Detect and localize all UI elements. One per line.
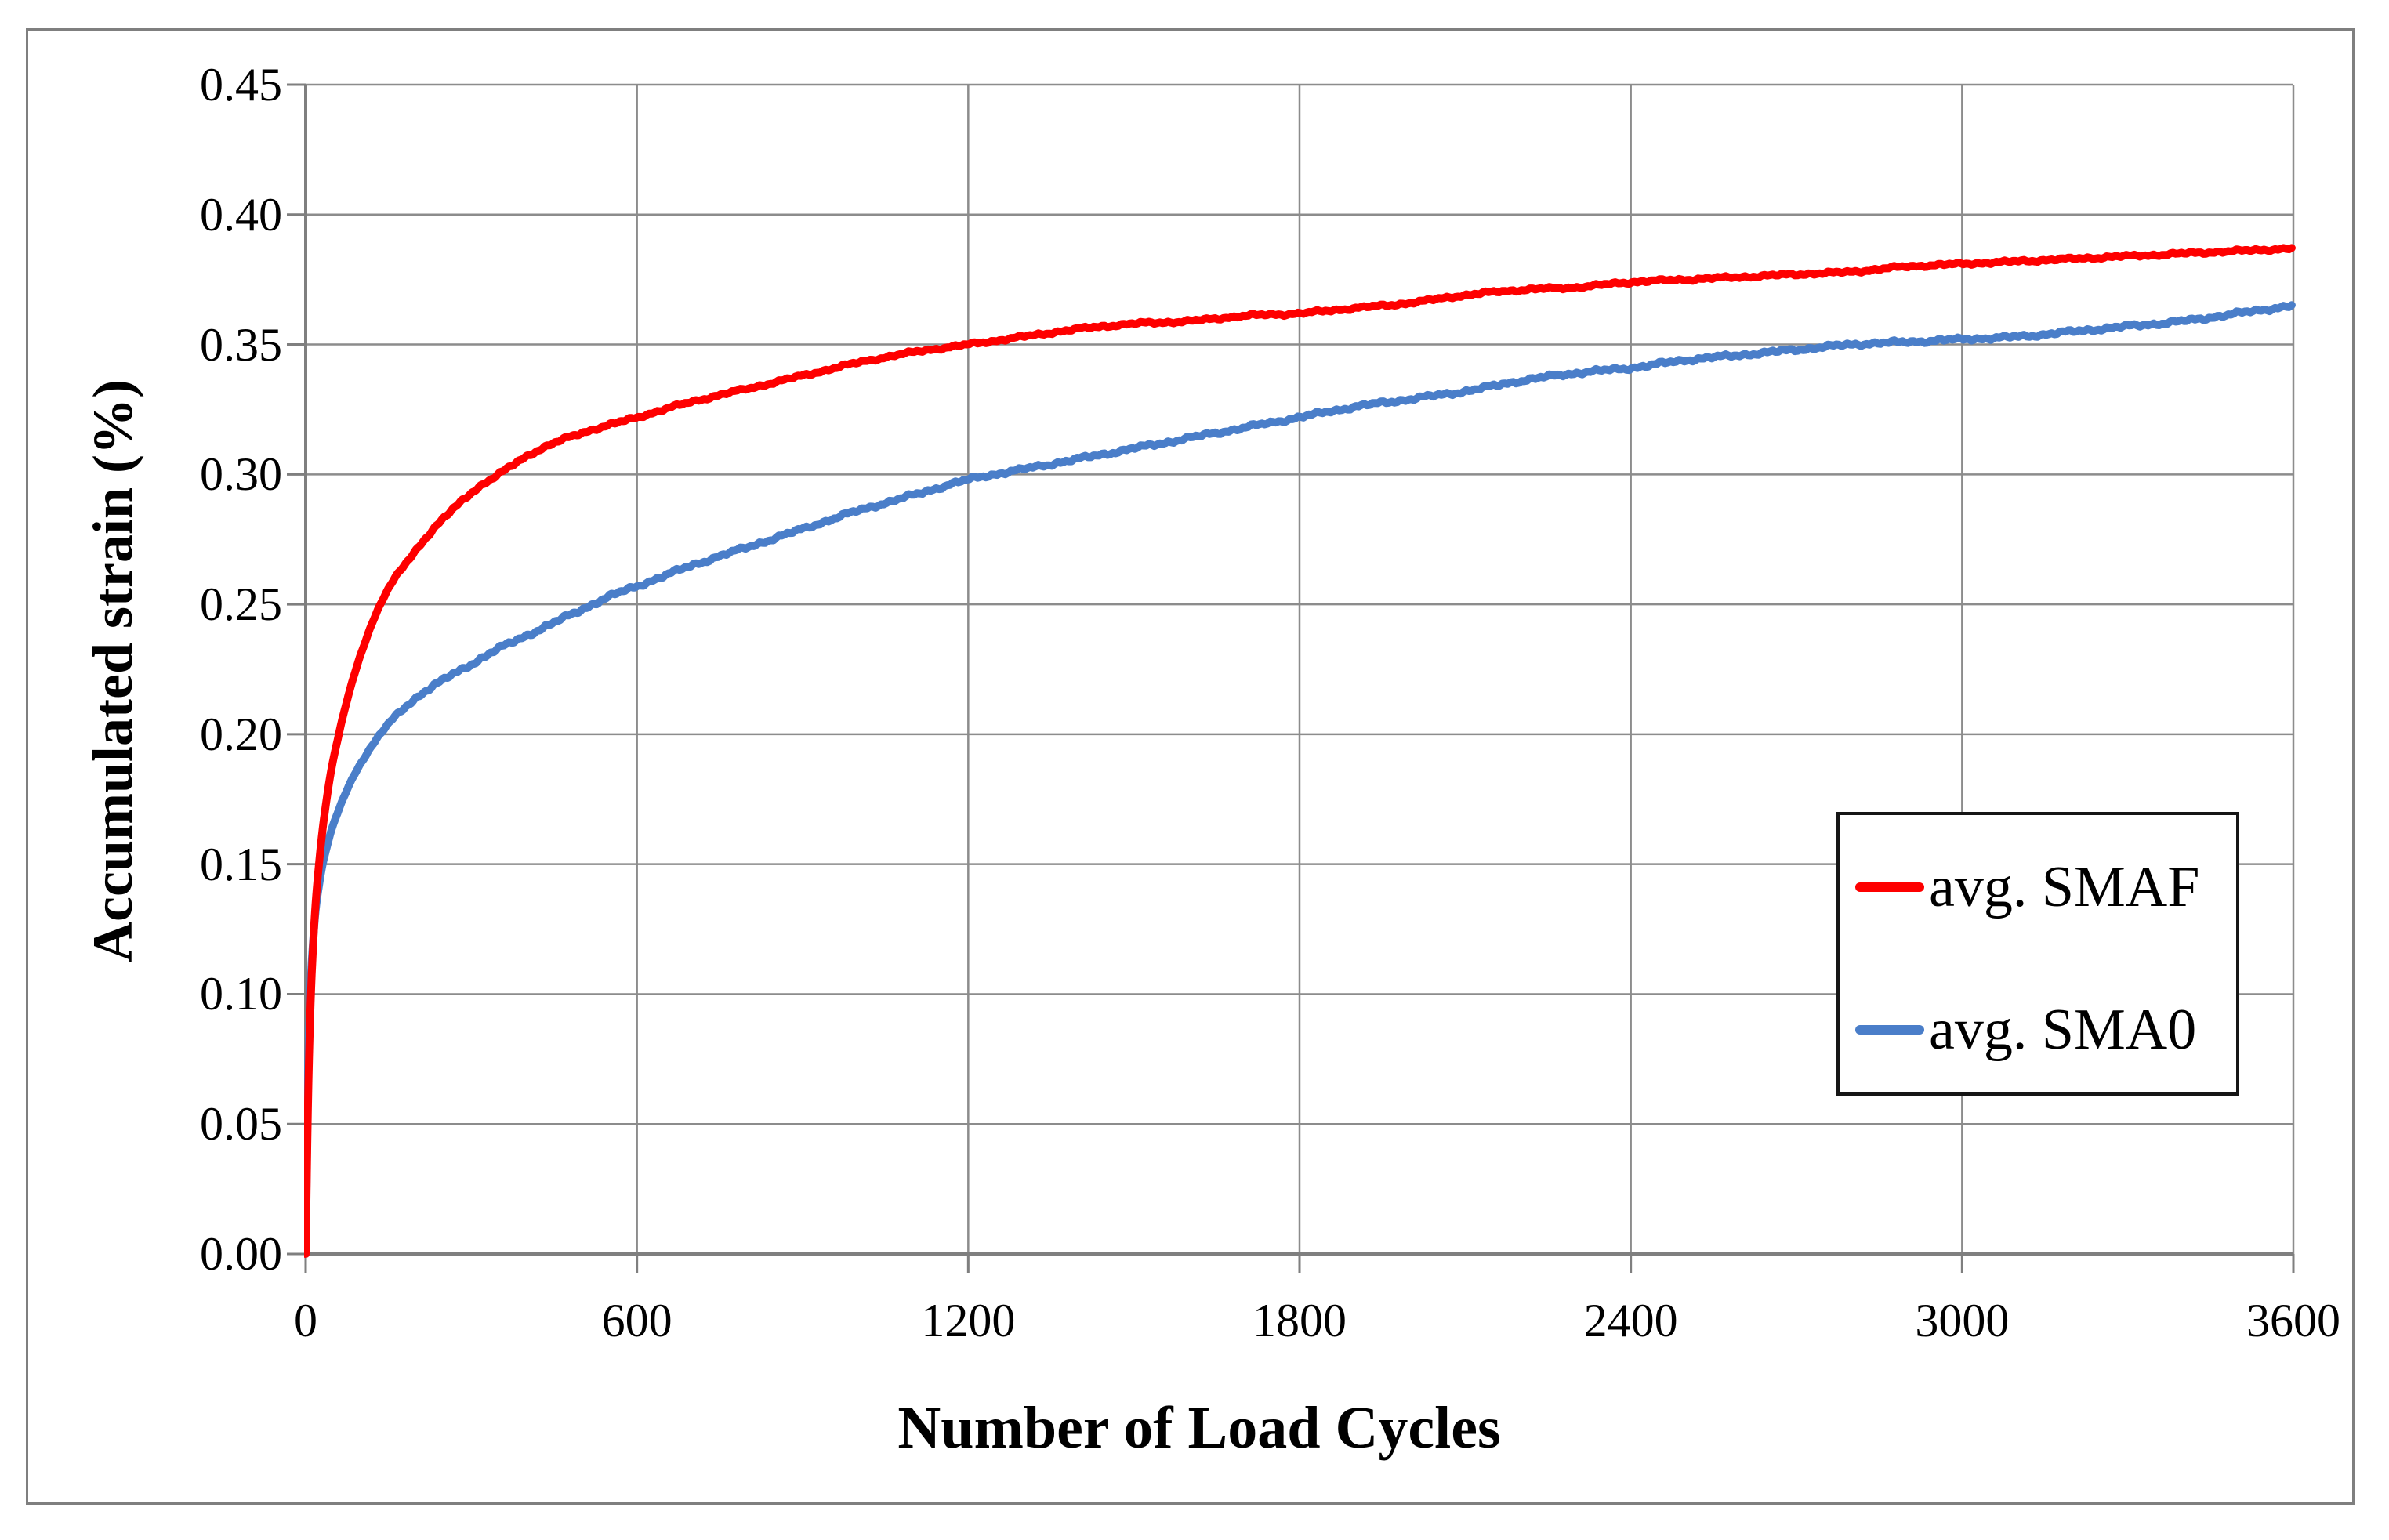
x-tick-label: 600 xyxy=(601,1295,672,1346)
axis-ticks xyxy=(287,83,2295,1273)
x-tick-label: 1200 xyxy=(921,1295,1016,1346)
series-line-avg-sma0 xyxy=(304,301,2296,1258)
x-axis-title: Number of Load Cycles xyxy=(897,1395,1501,1461)
legend-label-smaf: avg. SMAF xyxy=(1929,855,2200,919)
y-tick-label: 0.45 xyxy=(200,59,282,111)
legend-item-smaf: avg. SMAF xyxy=(1855,852,2199,922)
y-tick-label: 0.20 xyxy=(200,708,282,760)
legend-label-sma0: avg. SMA0 xyxy=(1929,998,2197,1062)
y-tick-label: 0.10 xyxy=(200,968,282,1020)
series-line-avg-smaf xyxy=(304,244,2296,1258)
y-tick-label: 0.05 xyxy=(200,1098,282,1150)
legend: avg. SMAF avg. SMA0 xyxy=(1836,812,2239,1096)
x-tick-label: 3000 xyxy=(1915,1295,2010,1346)
legend-item-sma0: avg. SMA0 xyxy=(1855,995,2196,1065)
sma0-line-swatch xyxy=(1855,1025,1924,1035)
x-tick-label: 2400 xyxy=(1583,1295,1678,1346)
y-tick-label: 0.40 xyxy=(200,188,282,241)
x-tick-label: 1800 xyxy=(1253,1295,1347,1346)
x-tick-label: 0 xyxy=(294,1295,317,1346)
y-tick-label: 0.00 xyxy=(200,1228,282,1280)
y-tick-label: 0.25 xyxy=(200,578,282,631)
y-tick-label: 0.30 xyxy=(200,448,282,501)
x-tick-label: 3600 xyxy=(2246,1295,2340,1346)
figure-border xyxy=(26,28,2355,1505)
data-series xyxy=(304,244,2296,1258)
y-tick-label: 0.15 xyxy=(200,838,282,890)
y-axis-title: Accumulated strain (%) xyxy=(82,379,144,962)
y-tick-label: 0.35 xyxy=(200,318,282,371)
smaf-line-swatch xyxy=(1855,882,1924,892)
